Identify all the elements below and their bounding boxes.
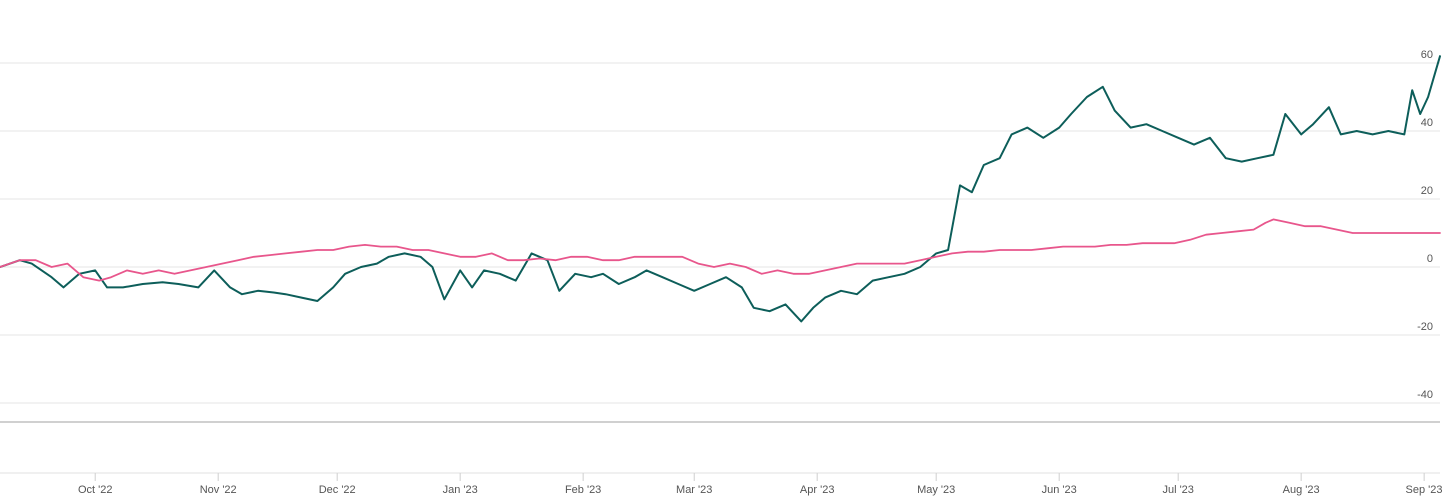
gridlines: [0, 62, 1440, 404]
series-line-pink: [0, 218, 1441, 282]
x-tick-label: Dec '22: [319, 484, 356, 496]
series-lines: [0, 55, 1441, 323]
y-tick-label: 20: [1421, 185, 1433, 197]
x-tick-label: Nov '22: [200, 484, 237, 496]
x-axis: [0, 421, 1440, 474]
x-axis-tick-labels: Oct '22 Nov '22 Dec '22 Jan '23 Feb '23 Mar '…: [78, 473, 1443, 496]
x-tick-label: Mar '23: [676, 484, 712, 496]
x-tick-label: Jun '23: [1042, 484, 1077, 496]
series-line-green: [0, 55, 1441, 323]
x-tick-label: Jul '23: [1162, 484, 1193, 496]
x-tick-label: May '23: [917, 484, 955, 496]
y-tick-label: 40: [1421, 117, 1433, 129]
x-tick-label: Apr '23: [800, 484, 835, 496]
y-tick-label: -40: [1417, 389, 1433, 401]
y-tick-label: 60: [1421, 49, 1433, 61]
x-tick-label: Jan '23: [443, 484, 478, 496]
y-tick-label: 0: [1427, 253, 1433, 265]
x-tick-label: Feb '23: [565, 484, 601, 496]
y-axis-tick-labels: 60 40 20 0 -20 -40: [1417, 49, 1433, 401]
x-tick-label: Sep '23: [1406, 484, 1443, 496]
x-tick-label: Aug '23: [1283, 484, 1320, 496]
y-tick-label: -20: [1417, 321, 1433, 333]
x-tick-label: Oct '22: [78, 484, 113, 496]
